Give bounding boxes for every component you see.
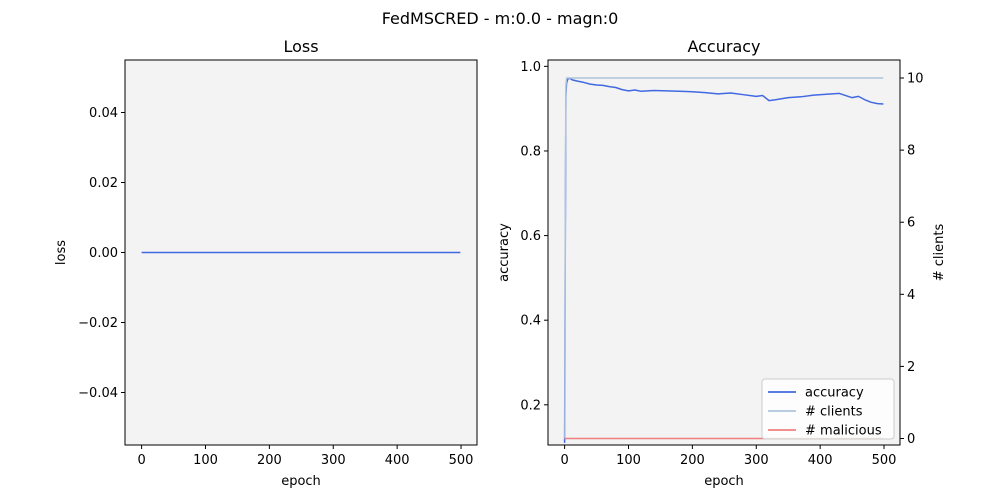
legend-label: # clients — [805, 405, 863, 420]
y2-tick-label: 6 — [907, 216, 915, 231]
y2-tick-label: 0 — [907, 432, 915, 447]
axes-title: Loss — [283, 37, 318, 56]
series-line-accuracy — [563, 77, 884, 443]
y-tick-label: 0.4 — [520, 314, 541, 329]
legend-label: accuracy — [805, 386, 864, 401]
x-tick-label: 300 — [321, 453, 346, 468]
axes-title: Accuracy — [687, 37, 760, 56]
x-tick-label: 300 — [744, 453, 769, 468]
y2-tick-label: 10 — [907, 72, 924, 87]
y-tick-label: 0.6 — [520, 229, 541, 244]
x-tick-label: 0 — [560, 453, 568, 468]
y2-tick-label: 2 — [907, 360, 915, 375]
y-tick-label: 0.02 — [89, 176, 118, 191]
y-tick-label: 0.00 — [89, 246, 118, 261]
y-axis-label: accuracy — [497, 223, 512, 282]
x-tick-label: 200 — [257, 453, 282, 468]
y-tick-label: 0.2 — [520, 398, 541, 413]
accuracy-chart: 0 100 200 300 400 500 0.2 0.4 0.6 0.8 1.0 0 2 4 6 8 10 Ac… — [497, 37, 947, 489]
x-axis-label: epoch — [704, 474, 744, 489]
y-tick-label: −0.02 — [78, 316, 118, 331]
y-tick-label: 0.8 — [520, 144, 541, 159]
legend-label: # malicious — [805, 424, 882, 439]
y-axis-label: loss — [54, 240, 69, 265]
x-tick-label: 100 — [193, 453, 218, 468]
loss-chart: 0 100 200 300 400 500 −0.04 −0.02 0.00 0.02 0.04 Lo… — [54, 37, 478, 489]
x-tick-label: 0 — [137, 453, 145, 468]
y2-tick-label: 8 — [907, 144, 915, 159]
legend: accuracy # clients # malicious — [761, 378, 895, 440]
x-tick-label: 500 — [872, 453, 897, 468]
x-tick-label: 500 — [449, 453, 474, 468]
y-tick-label: 0.04 — [89, 106, 118, 121]
y-tick-label: 1.0 — [520, 60, 541, 75]
y2-axis-label: # clients — [932, 224, 947, 282]
x-tick-label: 400 — [808, 453, 833, 468]
x-axis-label: epoch — [281, 474, 321, 489]
axes-frame — [547, 59, 901, 446]
x-tick-label: 200 — [680, 453, 705, 468]
legend-box — [761, 378, 895, 440]
figure-title: FedMSCRED - m:0.0 - magn:0 — [382, 9, 619, 28]
y2-tick-label: 4 — [907, 288, 915, 303]
y-tick-label: −0.04 — [78, 386, 118, 401]
x-tick-label: 100 — [616, 453, 641, 468]
x-tick-label: 400 — [385, 453, 410, 468]
